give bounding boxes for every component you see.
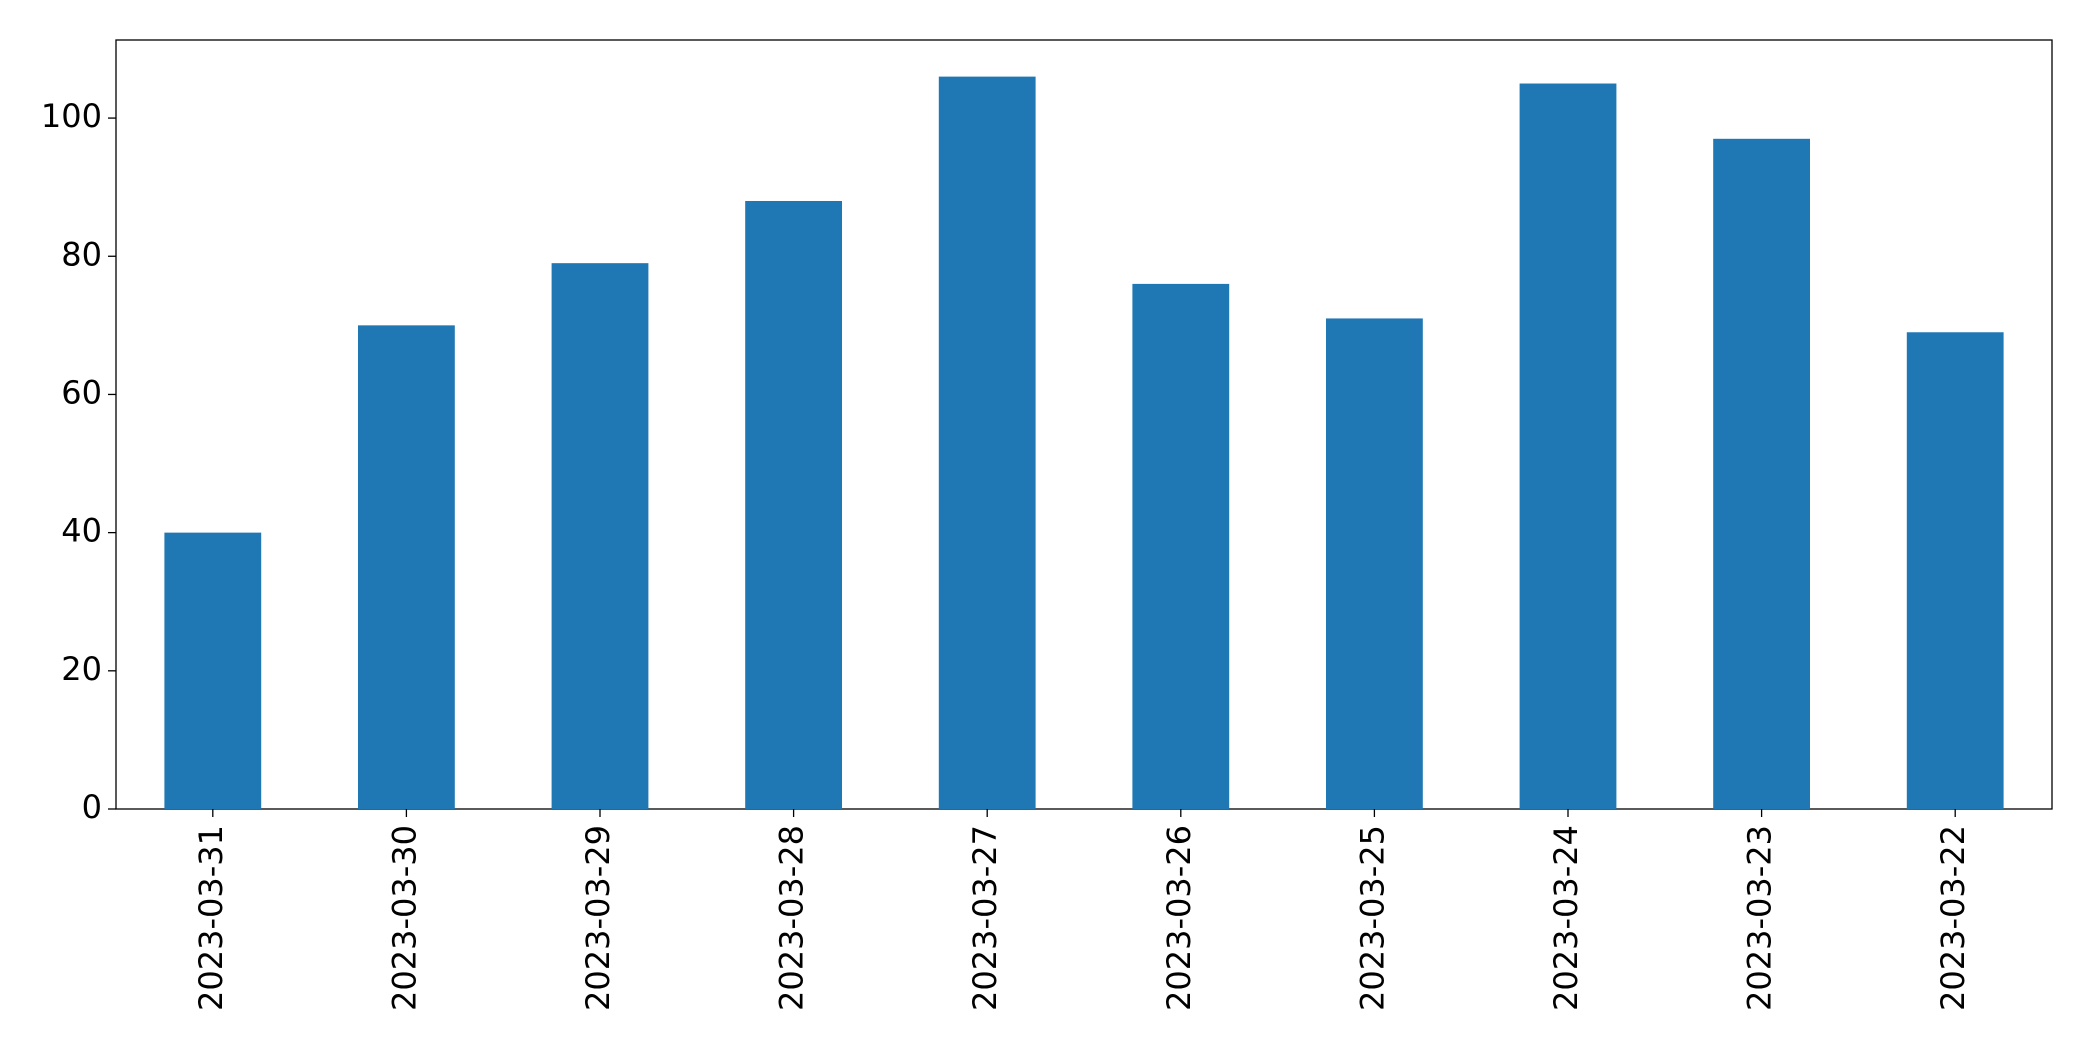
bar: [745, 200, 842, 810]
bar: [1519, 83, 1617, 809]
bar: [1906, 332, 2004, 809]
x-tick-label: 2023-03-28: [773, 825, 811, 1011]
x-tick-label: 2023-03-25: [1353, 825, 1391, 1011]
x-tick-label: 2023-03-27: [966, 825, 1004, 1011]
plot-frame: [115, 39, 2053, 810]
bar: [358, 325, 455, 809]
y-tick-label: 40: [61, 512, 102, 550]
y-tick-label: 60: [61, 373, 102, 411]
x-tick-label: 2023-03-30: [385, 825, 423, 1011]
bar: [1132, 283, 1230, 809]
bar: [1326, 318, 1423, 809]
x-tick-label: 2023-03-29: [579, 825, 617, 1011]
bar: [1713, 138, 1810, 809]
x-tick-label: 2023-03-22: [1934, 825, 1972, 1011]
x-tick-label: 2023-03-26: [1160, 825, 1198, 1011]
y-tick-label: 20: [61, 650, 102, 688]
y-tick-label: 0: [82, 788, 102, 826]
bar: [938, 76, 1036, 810]
x-tick-label: 2023-03-24: [1547, 825, 1585, 1011]
x-tick-label: 2023-03-23: [1741, 825, 1779, 1011]
bar: [551, 263, 649, 809]
x-tick-label: 2023-03-31: [192, 825, 230, 1011]
y-tick-label: 80: [61, 235, 102, 273]
bar: [164, 532, 262, 809]
y-tick-label: 100: [41, 97, 102, 135]
